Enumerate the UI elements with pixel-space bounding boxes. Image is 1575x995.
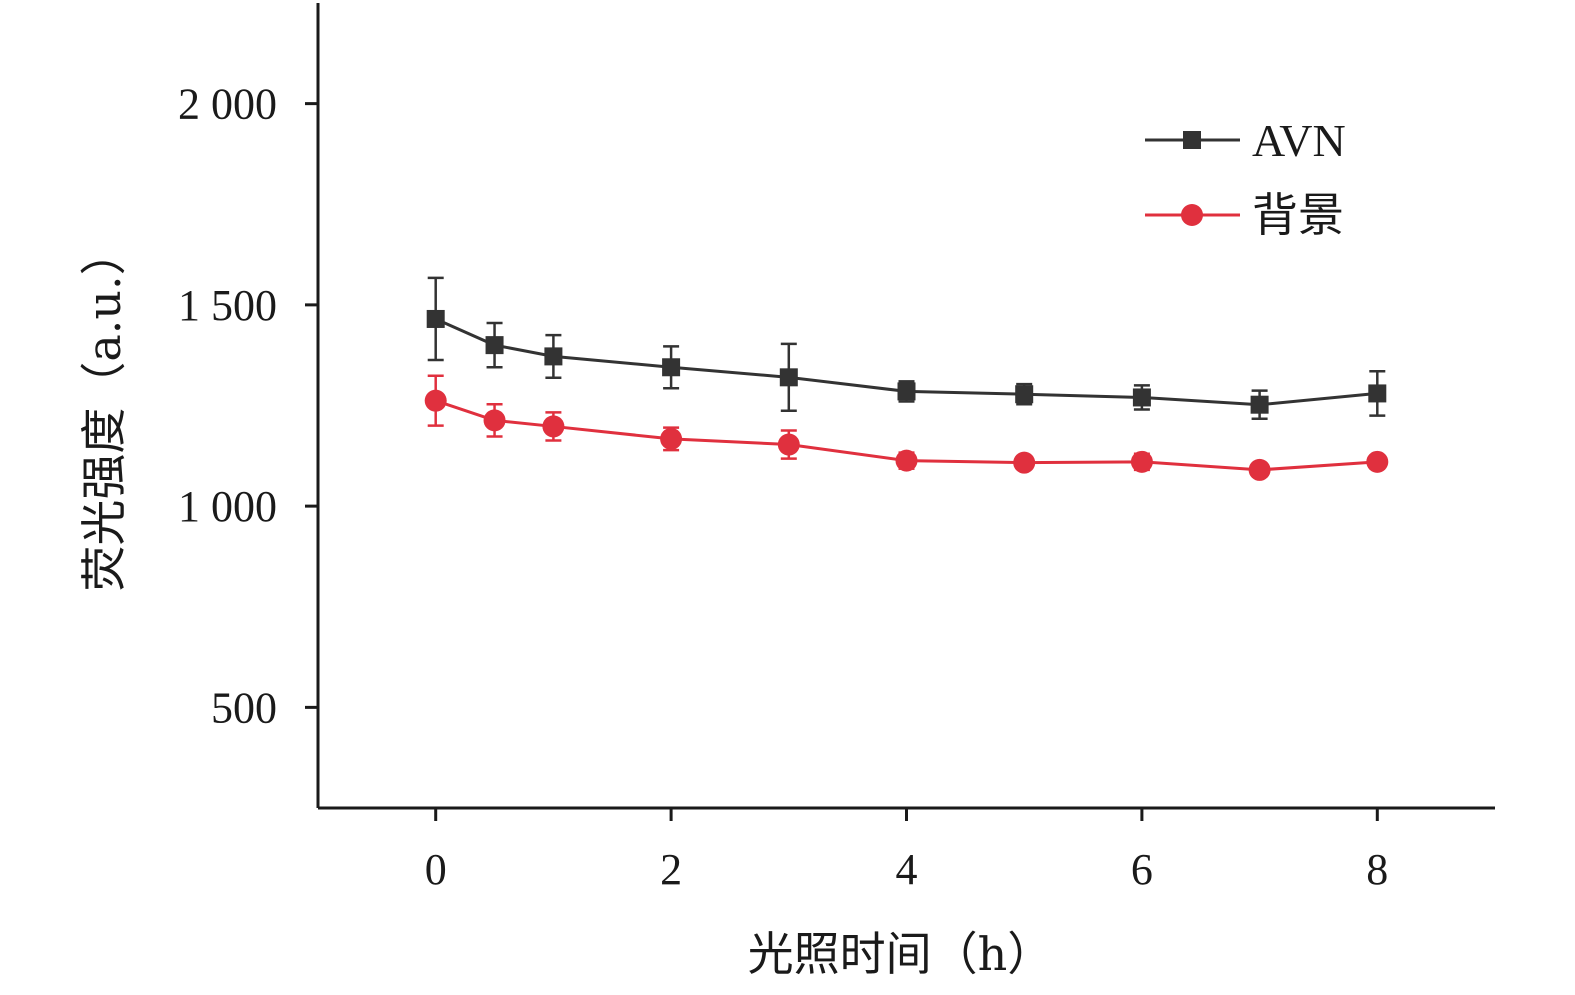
x-tick-label: 0	[425, 845, 447, 894]
x-tick-label: 8	[1366, 845, 1388, 894]
data-point	[1248, 458, 1271, 481]
x-tick-label: 2	[660, 845, 682, 894]
data-point	[426, 309, 445, 328]
y-tick-label: 2 000	[178, 80, 277, 129]
legend-item: AVN	[1145, 115, 1346, 166]
data-point	[660, 427, 683, 450]
series-2	[424, 374, 1389, 481]
data-point	[483, 409, 506, 432]
data-point	[544, 347, 563, 366]
series-layer	[424, 276, 1389, 481]
data-point	[1132, 388, 1151, 407]
data-point	[1130, 450, 1153, 473]
legend-label: 背景	[1252, 190, 1344, 241]
data-point	[1368, 384, 1387, 403]
data-point	[1015, 385, 1034, 404]
x-tick-label: 6	[1131, 845, 1153, 894]
data-point	[662, 358, 681, 377]
data-point	[485, 336, 504, 355]
series-1	[426, 276, 1387, 421]
data-point	[1366, 450, 1389, 473]
y-tick-label: 500	[211, 683, 277, 732]
x-axis-title: 光照时间（h）	[748, 927, 1054, 981]
data-point	[777, 433, 800, 456]
data-point	[424, 389, 447, 412]
data-point	[1250, 395, 1269, 414]
legend: AVN 背景	[1145, 115, 1346, 241]
x-axis-ticks: 0 2 4 6 8	[425, 808, 1388, 894]
data-point	[779, 368, 798, 387]
legend-marker	[1181, 204, 1203, 226]
data-point	[542, 415, 565, 438]
data-point	[1013, 451, 1036, 474]
y-tick-label: 1 000	[178, 482, 277, 531]
data-point	[897, 382, 916, 401]
legend-label: AVN	[1252, 115, 1346, 166]
y-axis-ticks: 500 1 000 1 500 2 000	[178, 80, 318, 732]
legend-marker	[1183, 131, 1201, 149]
data-point	[895, 449, 918, 472]
series-line	[435, 317, 1378, 407]
y-tick-label: 1 500	[178, 281, 277, 330]
x-tick-label: 4	[896, 845, 918, 894]
series-line	[435, 399, 1378, 472]
y-axis-title: 荧光强度（a.u.）	[77, 229, 131, 591]
legend-item: 背景	[1145, 190, 1344, 241]
